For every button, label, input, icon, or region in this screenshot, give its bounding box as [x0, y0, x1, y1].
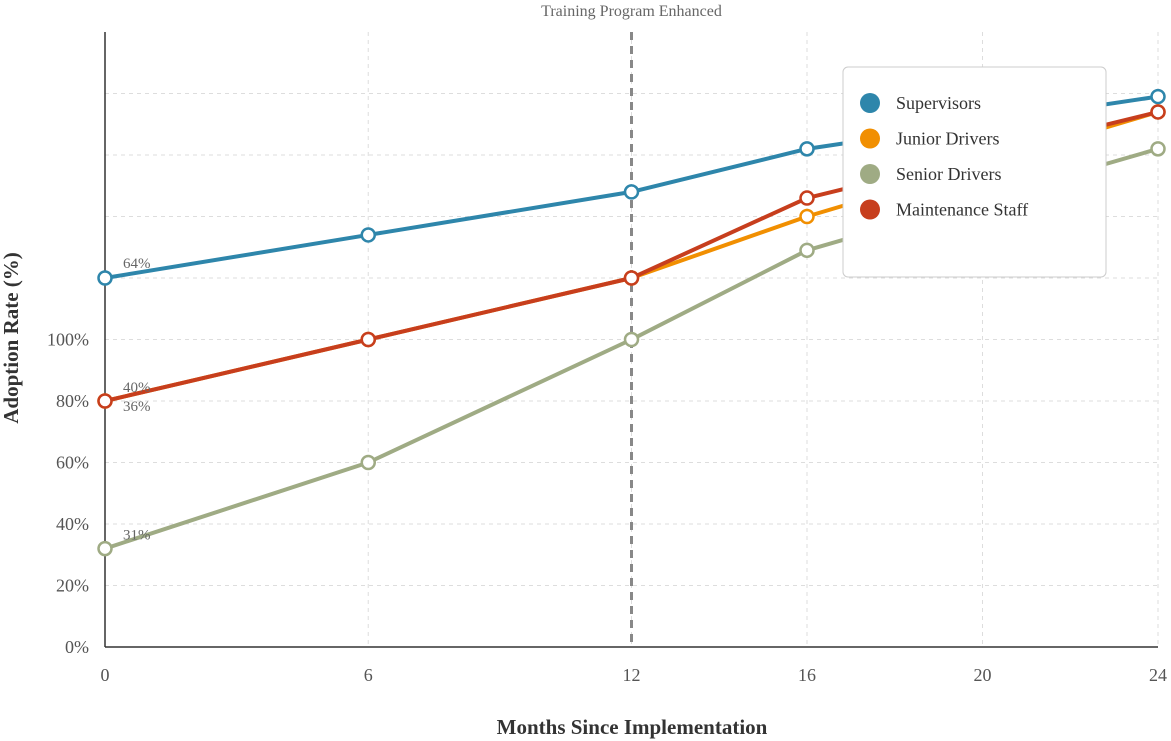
x-tick-label: 6	[364, 665, 373, 685]
x-axis-title: Months Since Implementation	[497, 715, 768, 739]
x-tick-label: 20	[974, 665, 992, 685]
y-tick-label: 40%	[56, 514, 89, 534]
legend-box	[842, 66, 1107, 278]
x-tick-label: 12	[623, 665, 641, 685]
legend-label: Maintenance Staff	[896, 200, 1028, 220]
x-tick-label: 24	[1149, 665, 1167, 685]
legend-label: Junior Drivers	[896, 129, 999, 149]
x-tick-label: 0	[101, 665, 110, 685]
data-point-supervisors	[623, 184, 640, 200]
y-tick-label: 100%	[47, 330, 89, 350]
y-tick-label: 20%	[56, 576, 89, 596]
legend-label: Supervisors	[896, 93, 981, 113]
annotation-text: Training Program Enhanced	[541, 3, 722, 20]
legend-marker	[860, 199, 880, 220]
legend-marker	[860, 128, 880, 149]
data-point-senior-drivers	[360, 454, 376, 471]
data-point-senior-drivers	[799, 242, 815, 259]
data-point-senior-drivers	[97, 540, 113, 557]
data-point-maintenance-staff	[623, 270, 640, 286]
x-tick-label: 16	[798, 665, 816, 685]
data-point-maintenance-staff	[360, 331, 376, 348]
data-labels: 64% 36% 31% 40%	[123, 256, 151, 544]
legend-label: Senior Drivers	[896, 164, 1001, 184]
data-point-supervisors	[360, 227, 376, 243]
data-label-supervisors: 64%	[123, 256, 151, 272]
data-point-supervisors	[799, 141, 815, 157]
data-label-maintenance-staff: 40%	[123, 380, 151, 396]
annotation: Training Program Enhanced	[541, 3, 722, 647]
y-tick-label: 0%	[65, 637, 89, 657]
data-point-junior-drivers	[799, 208, 815, 225]
data-point-senior-drivers	[623, 331, 640, 348]
data-point-maintenance-staff	[1150, 104, 1166, 120]
y-tick-label: 60%	[56, 453, 89, 473]
legend-marker	[860, 164, 880, 184]
tick-labels: 0 6 12 16 20 24 0% 20% 40% 60% 80% 100%	[47, 330, 1167, 686]
y-axis-title: Adoption Rate (%)	[0, 252, 23, 424]
y-tick-label: 80%	[56, 391, 89, 411]
data-point-supervisors	[97, 270, 113, 286]
data-point-senior-drivers	[1150, 141, 1166, 157]
data-label-junior-drivers: 36%	[123, 399, 151, 415]
data-point-maintenance-staff	[799, 190, 815, 206]
data-point-supervisors	[1150, 88, 1166, 105]
data-label-senior-drivers: 31%	[123, 528, 151, 544]
data-point-maintenance-staff	[97, 393, 113, 409]
legend-marker	[860, 93, 880, 113]
legend: Supervisors Junior Drivers Senior Drivers M…	[842, 66, 1107, 278]
